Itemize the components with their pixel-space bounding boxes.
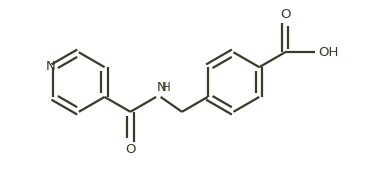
- Text: N: N: [157, 81, 167, 94]
- Text: N: N: [46, 60, 56, 73]
- Text: OH: OH: [319, 46, 339, 59]
- Text: H: H: [162, 81, 171, 94]
- Text: O: O: [280, 8, 290, 21]
- Text: O: O: [125, 143, 136, 156]
